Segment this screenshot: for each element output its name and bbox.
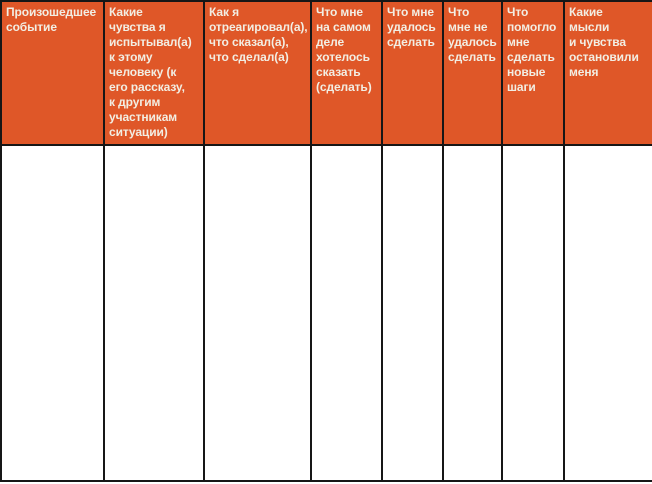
header-cell-event: Произошедшее событие: [0, 0, 105, 146]
header-cell-feelings: Какие чувства я испытывал(а) к этому чел…: [103, 0, 205, 146]
header-row: Произошедшее событие Какие чувства я исп…: [0, 0, 652, 146]
body-row: [0, 144, 652, 482]
header-cell-failed: Что мне не удалось сделать: [442, 0, 503, 146]
header-cell-helped: Что помогло мне сделать новые шаги: [501, 0, 565, 146]
body-cell-managed: [381, 144, 444, 482]
body-cell-event: [0, 144, 105, 482]
header-cell-managed: Что мне удалось сделать: [381, 0, 444, 146]
header-cell-wanted: Что мне на самом деле хотелось сказать (…: [310, 0, 383, 146]
body-cell-stopped: [563, 144, 652, 482]
body-cell-helped: [501, 144, 565, 482]
body-cell-failed: [442, 144, 503, 482]
body-cell-reaction: [203, 144, 312, 482]
body-cell-wanted: [310, 144, 383, 482]
body-cell-feelings: [103, 144, 205, 482]
header-cell-reaction: Как я отреагировал(а), что сказал(а), чт…: [203, 0, 312, 146]
header-cell-stopped: Какие мысли и чувства остановили меня: [563, 0, 652, 146]
